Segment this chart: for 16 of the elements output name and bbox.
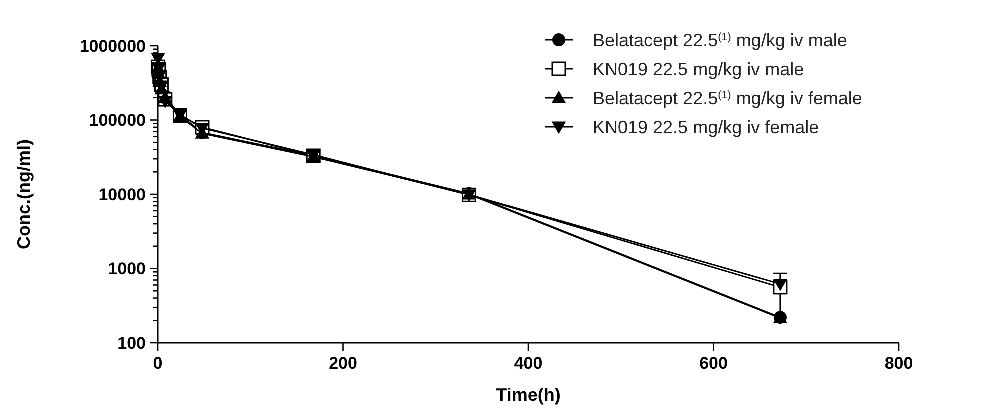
- x-tick-label: 400: [514, 354, 543, 373]
- y-tick-label: 1000000: [80, 36, 146, 56]
- x-tick-label: 800: [884, 354, 914, 373]
- y-tick-label: 1000: [108, 260, 146, 279]
- y-tick-label: 10000: [98, 185, 146, 204]
- x-tick-label: 600: [700, 354, 728, 373]
- x-tick-label: 200: [329, 354, 358, 373]
- x-tick-label: 0: [153, 354, 163, 373]
- y-tick-label: 100000: [89, 111, 146, 130]
- y-axis-title: Conc.(ng/ml): [14, 140, 34, 250]
- legend-label: Belatacept 22.5$^{(1)}$ mg/kg iv male: [593, 30, 848, 50]
- x-axis-title: Time(h): [496, 385, 561, 405]
- legend-label: KN019 22.5 mg/kg iv female: [593, 117, 820, 138]
- legend-label: KN019 22.5 mg/kg iv male: [593, 59, 804, 80]
- y-tick-label: 100: [118, 334, 146, 353]
- legend-label: Belatacept 22.5$^{(1)}$ mg/kg iv female: [593, 88, 862, 108]
